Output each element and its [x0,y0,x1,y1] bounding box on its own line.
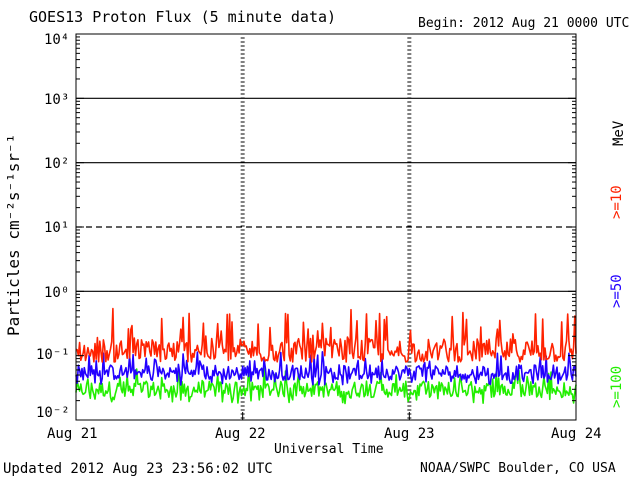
series-line-50 [75,350,577,386]
y-axis-label: Particles cm⁻²s⁻¹sr⁻¹ [4,133,23,336]
legend-ge100: >=100 [609,365,625,408]
chart-title: GOES13 Proton Flux (5 minute data) [29,8,337,26]
units-label: MeV [611,120,627,146]
x-tick-label: Aug 22 [215,426,266,442]
series-line-100 [75,367,577,405]
x-tick-label: Aug 23 [384,426,435,442]
x-tick-label: Aug 24 [551,426,602,442]
y-tick-label: 10⁴ [44,32,70,48]
y-tick-label: 10⁻¹ [36,347,70,363]
y-tick-label: 10² [44,156,70,172]
x-axis-label: Universal Time [274,442,384,457]
y-tick-label: 10⁻² [36,405,70,421]
chart-ticks [75,33,577,421]
credit-line: NOAA/SWPC Boulder, CO USA [420,461,616,476]
x-tick-label: Aug 21 [47,426,98,442]
legend-ge50: >=50 [609,274,625,308]
y-tick-label: 10¹ [44,220,70,236]
legend-ge10: >=10 [609,185,625,219]
begin-date: Begin: 2012 Aug 21 0000 UTC [418,16,630,31]
y-tick-label: 10³ [44,92,70,108]
series-line-10 [75,307,577,363]
chart-series [75,307,577,405]
y-tick-label: 10⁰ [44,285,70,301]
updated-timestamp: Updated 2012 Aug 23 23:56:02 UTC [3,461,273,477]
